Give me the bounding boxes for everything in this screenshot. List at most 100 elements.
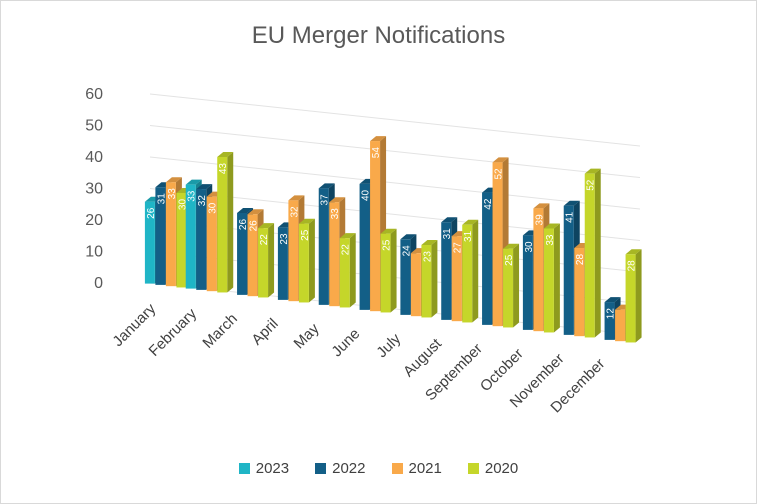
data-label: 33 xyxy=(330,208,341,220)
data-label: 31 xyxy=(156,193,167,205)
legend-label: 2023 xyxy=(255,460,290,477)
bar-side xyxy=(472,219,479,323)
bar-top xyxy=(503,243,520,249)
bar-top xyxy=(563,200,580,206)
data-label: 33 xyxy=(167,188,178,200)
data-label: 39 xyxy=(534,214,545,226)
bar-top xyxy=(543,223,560,229)
bar xyxy=(165,182,176,287)
bar-top xyxy=(584,168,601,174)
bar-side xyxy=(390,228,397,313)
bar-side xyxy=(594,168,601,338)
bar xyxy=(329,202,340,307)
bar-top xyxy=(370,136,387,142)
bar xyxy=(288,200,299,302)
bar-top xyxy=(492,157,509,163)
bar xyxy=(533,208,544,332)
data-label: 25 xyxy=(504,254,515,266)
bar xyxy=(615,309,626,342)
bar-side xyxy=(227,152,234,293)
data-label: 25 xyxy=(382,239,393,251)
bar xyxy=(380,233,391,313)
bar-top xyxy=(165,177,182,183)
data-label: 26 xyxy=(146,207,157,219)
bar xyxy=(584,173,595,338)
legend-label: 2020 xyxy=(484,460,519,477)
bar xyxy=(503,248,514,328)
x-tick-label: April xyxy=(249,315,282,348)
x-tick-label: June xyxy=(328,325,363,360)
bar-top xyxy=(462,219,479,225)
bar-top xyxy=(380,228,397,234)
bar-top xyxy=(318,183,335,189)
data-label: 43 xyxy=(218,163,229,175)
bar xyxy=(185,184,196,289)
data-label: 26 xyxy=(238,219,249,231)
bar xyxy=(258,228,269,298)
bar-top xyxy=(625,249,642,255)
bar xyxy=(492,162,503,327)
data-label: 42 xyxy=(483,198,494,210)
data-label: 22 xyxy=(341,244,352,256)
bar xyxy=(451,236,462,322)
data-label: 12 xyxy=(606,308,617,320)
data-label: 30 xyxy=(524,241,535,253)
bar xyxy=(604,302,615,340)
bar xyxy=(563,205,574,335)
chart-legend: 2023 2022 2021 2020 xyxy=(0,460,757,477)
bar-top xyxy=(288,195,305,201)
bar xyxy=(298,223,309,303)
bar-side xyxy=(431,240,438,318)
legend-label: 2022 xyxy=(332,460,366,477)
data-label: 23 xyxy=(422,251,433,263)
bar xyxy=(543,228,554,333)
bar-side xyxy=(513,243,520,328)
bar xyxy=(237,212,248,295)
bar xyxy=(196,189,207,290)
bar xyxy=(574,247,585,337)
bar-top xyxy=(329,197,346,203)
y-tick-label: 20 xyxy=(85,212,103,229)
data-label: 30 xyxy=(208,202,219,214)
bar-side xyxy=(553,223,560,333)
bar xyxy=(522,235,533,330)
bar xyxy=(482,192,493,325)
gridline xyxy=(149,93,641,147)
gridline xyxy=(149,125,641,178)
legend-swatch xyxy=(467,463,479,474)
data-label: 33 xyxy=(187,190,198,202)
bar xyxy=(144,201,155,284)
x-tick-label: May xyxy=(291,320,323,352)
bar-top xyxy=(421,240,438,246)
bar-top xyxy=(237,207,254,213)
legend-item: 2020 xyxy=(467,460,519,477)
bar xyxy=(247,214,258,297)
legend-item: 2023 xyxy=(238,460,290,477)
data-label: 28 xyxy=(627,260,638,272)
x-tick-label: August xyxy=(400,335,446,381)
bar xyxy=(206,196,217,292)
bar xyxy=(625,254,636,343)
bar xyxy=(421,245,432,318)
bar xyxy=(370,141,381,312)
bar xyxy=(217,157,228,293)
data-label: 40 xyxy=(361,189,372,201)
data-label: 37 xyxy=(320,194,331,206)
data-label: 26 xyxy=(249,220,260,232)
y-tick-label: 40 xyxy=(85,149,103,166)
data-label: 32 xyxy=(197,195,208,207)
bar xyxy=(277,227,288,300)
data-label: 32 xyxy=(289,206,300,218)
data-label: 27 xyxy=(453,242,464,254)
x-tick-label: March xyxy=(199,310,240,351)
bar xyxy=(400,239,411,315)
bar-top xyxy=(258,223,275,229)
bar-top xyxy=(298,218,315,224)
bar xyxy=(176,192,187,288)
bar xyxy=(441,222,452,320)
bar xyxy=(410,253,421,317)
bar-top xyxy=(247,209,264,215)
bar-top xyxy=(604,297,621,303)
bar xyxy=(339,238,350,308)
